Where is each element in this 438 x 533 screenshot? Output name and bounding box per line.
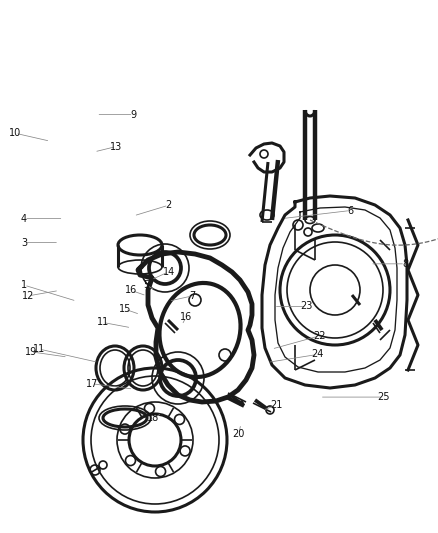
Text: 4: 4 xyxy=(21,214,27,223)
Text: 14: 14 xyxy=(162,267,175,277)
Text: 3: 3 xyxy=(21,238,27,247)
Text: 1: 1 xyxy=(21,280,27,290)
Text: 15: 15 xyxy=(119,304,131,314)
Text: 21: 21 xyxy=(270,400,282,410)
Text: 25: 25 xyxy=(377,392,389,402)
Text: 23: 23 xyxy=(300,302,313,311)
Text: 19: 19 xyxy=(25,347,37,357)
Text: 24: 24 xyxy=(311,350,324,359)
Text: 2: 2 xyxy=(166,200,172,210)
Text: 17: 17 xyxy=(86,379,98,389)
Text: 18: 18 xyxy=(147,414,159,423)
Text: 13: 13 xyxy=(110,142,122,151)
Text: 5: 5 xyxy=(144,280,150,290)
Text: 8: 8 xyxy=(402,259,408,269)
Text: 11: 11 xyxy=(33,344,46,354)
Text: 16: 16 xyxy=(125,286,138,295)
Text: 22: 22 xyxy=(314,331,326,341)
Text: 16: 16 xyxy=(180,312,192,322)
Text: 7: 7 xyxy=(190,291,196,301)
Text: 10: 10 xyxy=(9,128,21,138)
Text: 11: 11 xyxy=(97,318,109,327)
Text: 20: 20 xyxy=(233,430,245,439)
Text: 12: 12 xyxy=(22,291,35,301)
Text: 6: 6 xyxy=(347,206,353,215)
Text: 9: 9 xyxy=(131,110,137,119)
